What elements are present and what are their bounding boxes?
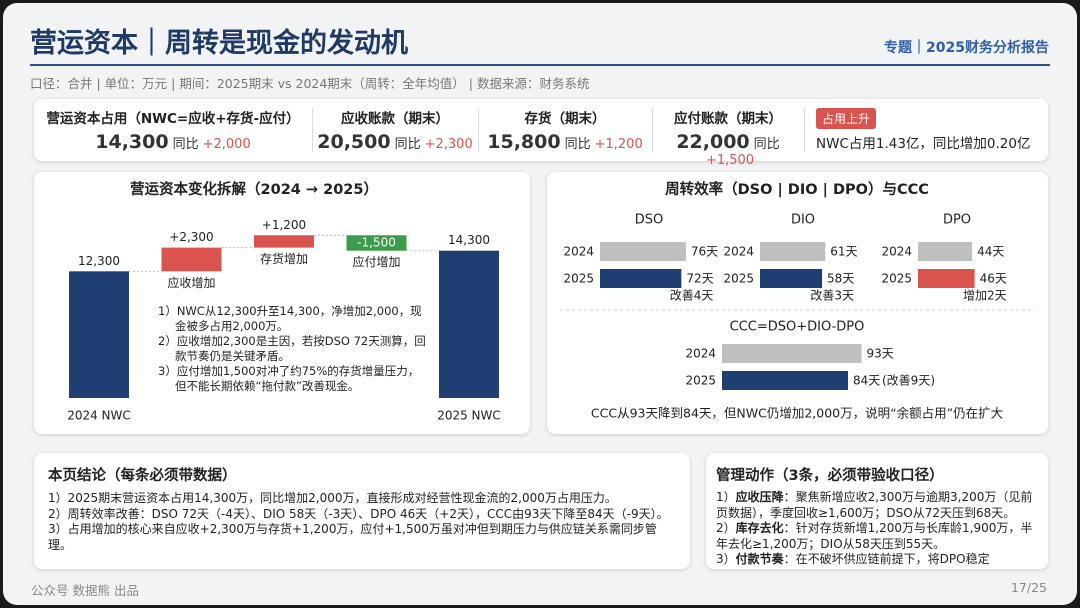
action-item: 3）付款节奏：在不破坏供应链前提下，将DPO稳定	[716, 552, 1038, 568]
kpi-yoy: 同比	[753, 137, 780, 152]
action-text: ：聚焦新增应收2,300万与逾期3,200万（见前页数据），季度回收≥1,600…	[716, 490, 1033, 520]
kpi-yoy: 同比	[172, 137, 199, 152]
kpi-value: 14,300	[95, 131, 169, 153]
waterfall-card: 1）NWC从12,300升至14,300，净增加2,000，现金被多占用2,00…	[34, 172, 530, 434]
divider	[312, 108, 313, 152]
kpi-change: +1,500	[705, 153, 755, 168]
efficiency-card	[547, 172, 1048, 434]
action-item: 2）库存去化：针对存货新增1,200万与长库龄1,900万，半年去化≥1,200…	[716, 521, 1038, 552]
kpi-change: +2,000	[202, 137, 251, 152]
action-text: ：在不破坏供应链前提下，将DPO稳定	[783, 552, 990, 566]
conclusion-title: 本页结论（每条必须带数据）	[48, 468, 237, 484]
action-num: 3）	[716, 552, 736, 566]
page-number: 17/25	[1010, 580, 1047, 595]
action-lead: 应收压降	[735, 490, 784, 504]
kpi-yoy: 同比	[564, 137, 591, 152]
divider	[652, 108, 653, 152]
slide: 营运资本｜周转是现金的发动机 专题｜2025财务分析报告 口径：合并 | 单位：…	[3, 3, 1077, 605]
action-num: 2）	[716, 521, 736, 535]
conclusion-item: 1）2025期末营运资本占用14,300万，同比增加2,000万，直接形成对经营…	[48, 491, 617, 505]
title: 营运资本｜周转是现金的发动机	[30, 28, 408, 59]
kpi-value: 20,500	[317, 131, 391, 153]
kpi-label: 存货（期末）	[524, 111, 606, 127]
kpi-label: 营运资本占用（NWC=应收+存货-应付）	[46, 111, 300, 127]
conclusion-item: 3）占用增加的核心来自应收+2,300万与存货+1,200万，应付+1,500万…	[48, 522, 657, 552]
kpi: 应付账款（期末） 22,000 同比+1,500	[652, 99, 804, 168]
note: 1）NWC从12,300升至14,300，净增加2,000，现金被多占用2,00…	[158, 304, 422, 333]
action-lead: 库存去化	[735, 521, 784, 535]
action-num: 1）	[716, 490, 736, 504]
action-lead: 付款节奏	[735, 552, 784, 566]
header-rule	[30, 64, 1050, 66]
kpi: 存货（期末） 15,800 同比 +1,200	[478, 99, 652, 161]
conclusion-item: 2）周转效率改善：DSO 72天（-4天）、DIO 58天（-3天）、DPO 4…	[48, 506, 669, 521]
kpi-yoy: 同比	[394, 137, 421, 152]
alert-badge: 占用上升	[816, 108, 877, 129]
divider	[478, 108, 479, 152]
action-item: 1）应收压降：聚焦新增应收2,300万与逾期3,200万（见前页数据），季度回收…	[716, 490, 1038, 521]
alert-text: NWC占用1.43亿，同比增加0.20亿	[816, 136, 1031, 152]
report-tag: 专题｜2025财务分析报告	[884, 40, 1049, 56]
kpi-label: 应收账款（期末）	[341, 111, 449, 127]
kpi: 应收账款（期末） 20,500 同比 +2,300	[312, 99, 478, 161]
subtitle: 口径：合并 | 单位：万元 | 期间：2025期末 vs 2024期末（周转：全…	[30, 76, 590, 91]
actions-title: 管理动作（3条，必须带验收口径）	[716, 468, 944, 484]
kpi-value: 22,000	[676, 131, 750, 153]
actions-card: 管理动作（3条，必须带验收口径） 1）应收压降：聚焦新增应收2,300万与逾期3…	[706, 453, 1048, 569]
kpi: 营运资本占用（NWC=应收+存货-应付） 14,300 同比 +2,000	[34, 99, 312, 161]
note: 2）应收增加2,300是主因，若按DSO 72天测算，回款节奏仍是关键矛盾。	[158, 334, 426, 363]
kpi-change: +2,300	[424, 137, 473, 152]
note: 3）应付增加1,500对冲了约75%的存货增量压力，但不能长期依赖“拖付款”改善…	[158, 364, 420, 393]
kpi-card: 营运资本占用（NWC=应收+存货-应付） 14,300 同比 +2,000 应收账款（…	[34, 99, 1048, 168]
kpi-value: 15,800	[487, 131, 561, 153]
divider	[804, 108, 805, 152]
action-text: ：针对存货新增1,200万与长库龄1,900万，半年去化≥1,200万；DIO从…	[716, 521, 1033, 551]
footer-credit: 公众号 数据熊 出品	[31, 583, 139, 598]
kpi-label: 应付账款（期末）	[674, 111, 782, 127]
waterfall-notes: 1）NWC从12,300升至14,300，净增加2,000，现金被多占用2,00…	[158, 304, 428, 394]
conclusion-card: 本页结论（每条必须带数据） 1）2025期末营运资本占用14,300万，同比增加…	[34, 453, 690, 569]
kpi-change: +1,200	[594, 137, 643, 152]
